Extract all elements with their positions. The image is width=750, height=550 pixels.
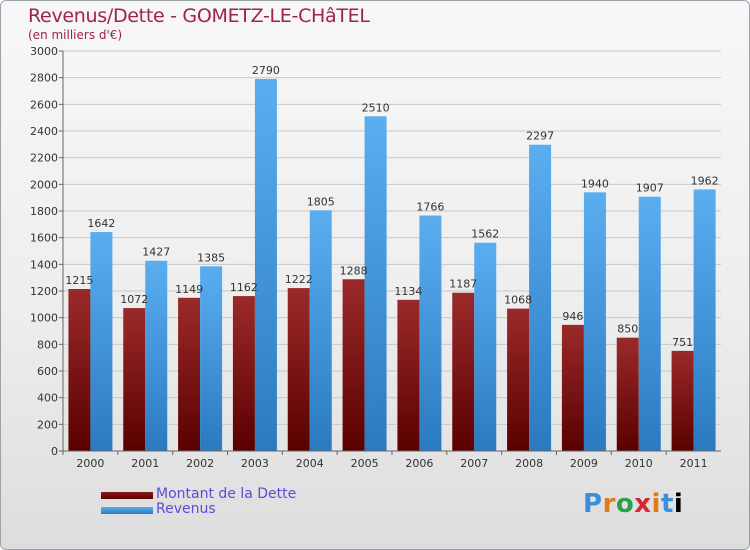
- y-tick-label: 200: [37, 418, 58, 431]
- data-label-dette: 1068: [504, 294, 532, 307]
- chart-title: Revenus/Dette - GOMETZ-LE-CHâTEL: [28, 5, 370, 27]
- bar-revenus: [364, 116, 387, 451]
- chart-subtitle: (en milliers d'€): [28, 28, 123, 42]
- x-tick-label: 2004: [296, 457, 324, 470]
- bar-dette: [178, 297, 201, 451]
- data-label-revenus: 1385: [197, 251, 225, 264]
- bar-revenus: [638, 196, 661, 451]
- proxiti-logo: Proxiti: [583, 489, 684, 519]
- data-label-dette: 1072: [120, 293, 148, 306]
- y-tick-label: 1600: [30, 232, 58, 245]
- y-tick-label: 0: [51, 445, 58, 458]
- y-tick-label: 2000: [30, 178, 58, 191]
- x-tick-label: 2011: [680, 457, 708, 470]
- x-tick-label: 2001: [131, 457, 159, 470]
- x-tick-label: 2006: [405, 457, 433, 470]
- y-tick-label: 400: [37, 392, 58, 405]
- x-tick-label: 2000: [76, 457, 104, 470]
- bar-revenus: [145, 260, 168, 451]
- y-tick-label: 1400: [30, 258, 58, 271]
- data-label-revenus: 1427: [142, 246, 170, 259]
- bar-revenus: [529, 144, 552, 451]
- data-label-revenus: 2510: [362, 101, 390, 114]
- data-label-dette: 850: [617, 323, 638, 336]
- y-tick-label: 1000: [30, 312, 58, 325]
- y-tick-label: 2800: [30, 72, 58, 85]
- y-tick-label: 3000: [30, 45, 58, 58]
- bar-dette: [232, 296, 255, 451]
- data-label-dette: 1222: [285, 273, 313, 286]
- y-tick-label: 1200: [30, 285, 58, 298]
- data-label-dette: 1288: [340, 264, 368, 277]
- data-label-revenus: 1562: [471, 228, 499, 241]
- x-tick-label: 2002: [186, 457, 214, 470]
- data-label-revenus: 2790: [252, 64, 280, 77]
- bar-revenus: [309, 210, 332, 451]
- x-tick-label: 2009: [570, 457, 598, 470]
- bar-dette: [561, 324, 584, 451]
- data-label-revenus: 1805: [307, 195, 335, 208]
- y-tick-label: 2400: [30, 125, 58, 138]
- bar-revenus: [254, 79, 277, 451]
- data-label-dette: 1162: [230, 281, 258, 294]
- x-tick-label: 2007: [460, 457, 488, 470]
- bar-revenus: [693, 189, 716, 451]
- bar-revenus: [474, 242, 497, 451]
- bar-dette: [452, 292, 475, 451]
- y-tick-label: 800: [37, 338, 58, 351]
- data-label-revenus: 1940: [581, 177, 609, 190]
- bar-dette: [287, 288, 310, 451]
- data-label-dette: 1187: [449, 278, 477, 291]
- bar-dette: [671, 350, 694, 451]
- data-label-dette: 1215: [65, 274, 93, 287]
- data-label-dette: 751: [672, 336, 693, 349]
- bar-dette: [616, 337, 639, 451]
- data-label-dette: 1134: [394, 285, 422, 298]
- data-label-revenus: 1766: [416, 201, 444, 214]
- bar-revenus: [419, 215, 442, 451]
- x-tick-label: 2008: [515, 457, 543, 470]
- bar-dette: [342, 279, 365, 451]
- legend-label-revenus: Revenus: [156, 501, 216, 517]
- y-tick-label: 2200: [30, 152, 58, 165]
- data-label-revenus: 1907: [636, 182, 664, 195]
- x-tick-label: 2003: [241, 457, 269, 470]
- y-tick-label: 600: [37, 365, 58, 378]
- y-tick-label: 1800: [30, 205, 58, 218]
- data-label-revenus: 1962: [691, 174, 719, 187]
- bar-revenus: [90, 232, 113, 451]
- bar-dette: [68, 289, 91, 451]
- bar-dette: [123, 308, 146, 451]
- bar-revenus: [583, 192, 606, 452]
- data-label-dette: 946: [562, 310, 583, 323]
- legend-label-dette: Montant de la Dette: [156, 486, 297, 502]
- y-tick-label: 2600: [30, 98, 58, 111]
- bar-revenus: [200, 266, 223, 451]
- x-tick-label: 2010: [625, 457, 653, 470]
- bar-dette: [507, 308, 530, 451]
- x-tick-label: 2005: [351, 457, 379, 470]
- bar-dette: [397, 299, 420, 451]
- data-label-revenus: 1642: [87, 217, 115, 230]
- data-label-revenus: 2297: [526, 130, 554, 143]
- data-label-dette: 1149: [175, 283, 203, 296]
- legend-swatch-revenus: [101, 507, 153, 514]
- legend-swatch-dette: [101, 492, 153, 499]
